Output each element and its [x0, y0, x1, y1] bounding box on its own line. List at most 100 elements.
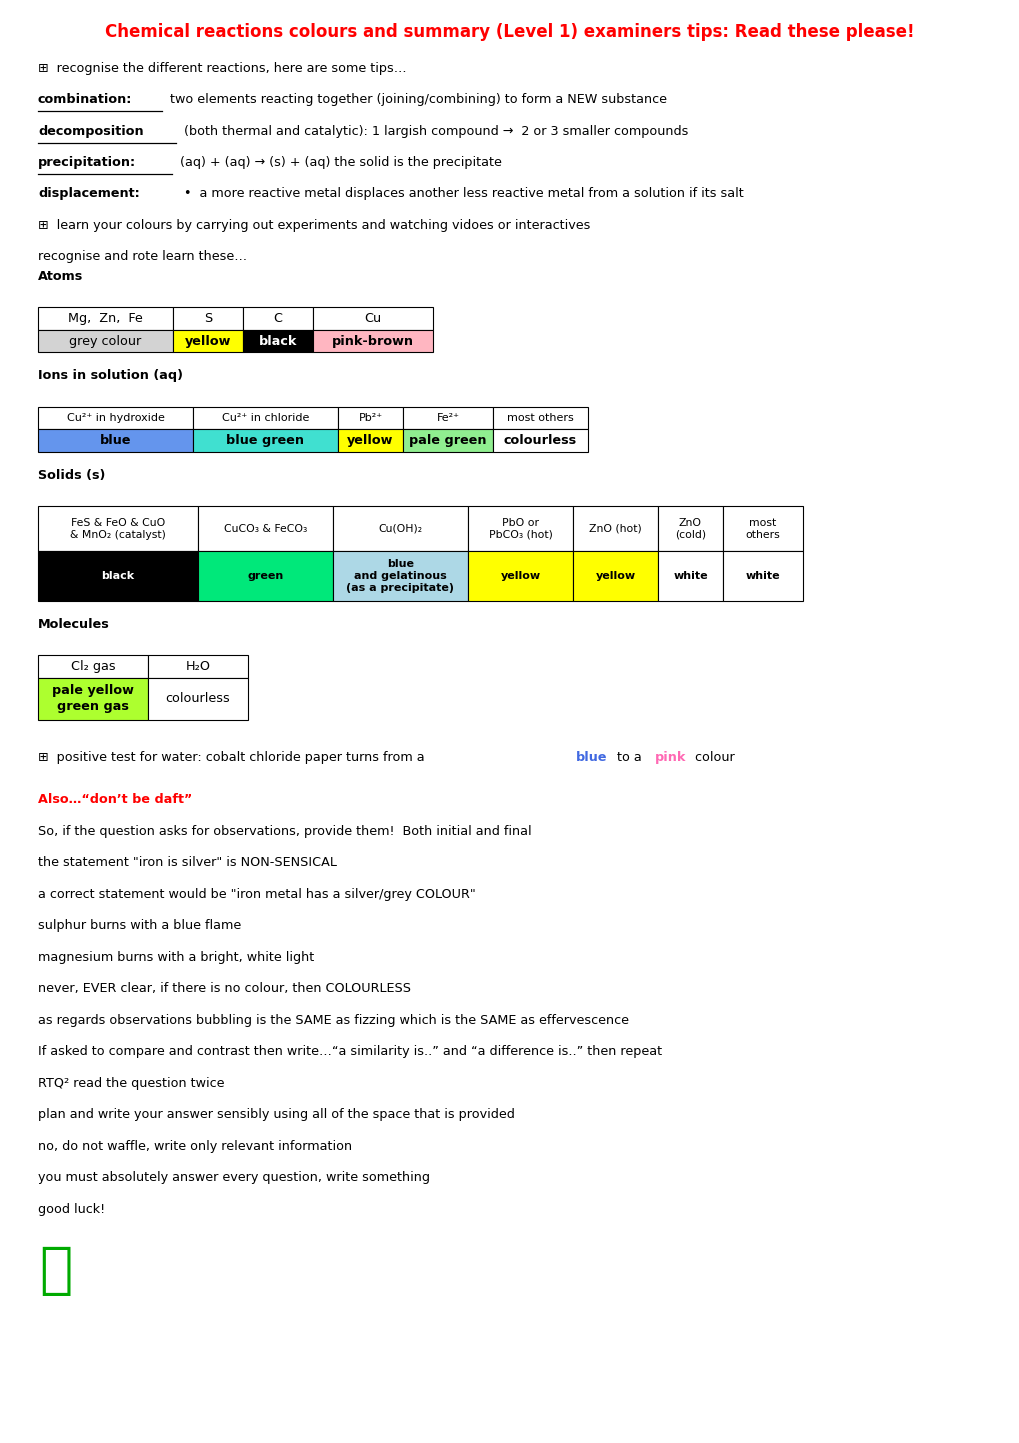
Bar	[38, 407, 193, 430]
Bar	[38, 551, 198, 600]
Bar	[38, 330, 173, 352]
Bar	[243, 330, 313, 352]
Text: Molecules: Molecules	[38, 618, 110, 631]
Bar	[193, 430, 337, 452]
Text: (both thermal and catalytic): 1 largish compound →  2 or 3 smaller compounds: (both thermal and catalytic): 1 largish …	[179, 124, 688, 137]
Text: a correct statement would be "iron metal has a silver/grey COLOUR": a correct statement would be "iron metal…	[38, 887, 475, 900]
Text: pale yellow
green gas: pale yellow green gas	[52, 684, 133, 713]
Text: H₂O: H₂O	[185, 661, 210, 674]
Text: yellow: yellow	[500, 571, 540, 582]
Bar	[337, 407, 403, 430]
Bar	[313, 307, 433, 330]
Bar	[173, 330, 243, 352]
Text: displacement:: displacement:	[38, 188, 140, 201]
Text: blue green: blue green	[226, 434, 305, 447]
Bar	[38, 506, 198, 551]
Bar	[148, 655, 248, 678]
Text: colourless: colourless	[503, 434, 577, 447]
Text: So, if the question asks for observations, provide them!  Both initial and final: So, if the question asks for observation…	[38, 825, 531, 838]
Text: Atoms: Atoms	[38, 270, 84, 283]
Text: pink-brown: pink-brown	[331, 335, 414, 348]
Bar	[573, 506, 657, 551]
Text: plan and write your answer sensibly using all of the space that is provided: plan and write your answer sensibly usin…	[38, 1108, 515, 1121]
Bar	[492, 430, 587, 452]
Text: Fe²⁺: Fe²⁺	[436, 413, 459, 423]
Bar	[38, 430, 193, 452]
Text: decomposition: decomposition	[38, 124, 144, 137]
Text: recognise and rote learn these…: recognise and rote learn these…	[38, 251, 247, 264]
Bar	[38, 655, 148, 678]
Text: ⊞  recognise the different reactions, here are some tips…: ⊞ recognise the different reactions, her…	[38, 62, 407, 75]
Text: pink: pink	[654, 752, 686, 765]
Text: yellow: yellow	[595, 571, 635, 582]
Text: Cu(OH)₂: Cu(OH)₂	[378, 524, 422, 534]
Text: (aq) + (aq) → (s) + (aq) the solid is the precipitate: (aq) + (aq) → (s) + (aq) the solid is th…	[176, 156, 501, 169]
Text: 🍀: 🍀	[40, 1244, 72, 1299]
Bar	[468, 506, 573, 551]
Text: Solids (s): Solids (s)	[38, 469, 105, 482]
Text: never, EVER clear, if there is no colour, then COLOURLESS: never, EVER clear, if there is no colour…	[38, 983, 411, 996]
Text: ZnO (hot): ZnO (hot)	[589, 524, 641, 534]
Text: blue
and gelatinous
(as a precipitate): blue and gelatinous (as a precipitate)	[346, 558, 454, 593]
Text: C: C	[273, 312, 282, 325]
Text: Cu²⁺ in chloride: Cu²⁺ in chloride	[221, 413, 309, 423]
Bar	[403, 407, 492, 430]
Text: to a: to a	[612, 752, 645, 765]
Bar	[193, 407, 337, 430]
Bar	[722, 551, 802, 600]
Bar	[337, 430, 403, 452]
Text: PbO or
PbCO₃ (hot): PbO or PbCO₃ (hot)	[488, 518, 552, 540]
Text: most
others: most others	[745, 518, 780, 540]
Text: Mg,  Zn,  Fe: Mg, Zn, Fe	[68, 312, 143, 325]
Text: If asked to compare and contrast then write…“a similarity is..” and “a differenc: If asked to compare and contrast then wr…	[38, 1046, 661, 1059]
Text: yellow: yellow	[347, 434, 393, 447]
Text: Cu: Cu	[364, 312, 381, 325]
Text: Also…“don’t be daft”: Also…“don’t be daft”	[38, 794, 193, 807]
Bar	[38, 678, 148, 720]
Text: •  a more reactive metal displaces another less reactive metal from a solution i: • a more reactive metal displaces anothe…	[179, 188, 743, 201]
Text: ZnO
(cold): ZnO (cold)	[675, 518, 705, 540]
Bar	[657, 506, 722, 551]
Text: green: green	[248, 571, 283, 582]
Text: white: white	[673, 571, 707, 582]
Text: FeS & FeO & CuO
& MnO₂ (catalyst): FeS & FeO & CuO & MnO₂ (catalyst)	[70, 518, 166, 540]
Bar	[573, 551, 657, 600]
Text: combination:: combination:	[38, 92, 132, 105]
Text: Ions in solution (aq): Ions in solution (aq)	[38, 369, 182, 382]
Text: Cu²⁺ in hydroxide: Cu²⁺ in hydroxide	[66, 413, 164, 423]
Text: pale green: pale green	[409, 434, 486, 447]
Text: as regards observations bubbling is the SAME as fizzing which is the SAME as eff: as regards observations bubbling is the …	[38, 1014, 629, 1027]
Text: black: black	[101, 571, 135, 582]
Text: black: black	[259, 335, 297, 348]
Bar	[198, 506, 332, 551]
Bar	[722, 506, 802, 551]
Text: you must absolutely answer every question, write something: you must absolutely answer every questio…	[38, 1172, 430, 1185]
Text: Pb²⁺: Pb²⁺	[358, 413, 382, 423]
Text: most others: most others	[506, 413, 574, 423]
Text: ⊞  positive test for water: cobalt chloride paper turns from a: ⊞ positive test for water: cobalt chlori…	[38, 752, 428, 765]
Text: sulphur burns with a blue flame: sulphur burns with a blue flame	[38, 919, 242, 932]
Text: magnesium burns with a bright, white light: magnesium burns with a bright, white lig…	[38, 951, 314, 964]
Text: good luck!: good luck!	[38, 1203, 105, 1216]
Bar	[243, 307, 313, 330]
Text: blue: blue	[100, 434, 131, 447]
Text: colourless: colourless	[165, 693, 230, 706]
Bar	[403, 430, 492, 452]
Text: no, do not waffle, write only relevant information: no, do not waffle, write only relevant i…	[38, 1140, 352, 1153]
Bar	[313, 330, 433, 352]
Text: colour: colour	[690, 752, 734, 765]
Bar	[198, 551, 332, 600]
Bar	[332, 551, 468, 600]
Text: white: white	[745, 571, 780, 582]
Text: yellow: yellow	[184, 335, 231, 348]
Text: Chemical reactions colours and summary (Level 1) examiners tips: Read these plea: Chemical reactions colours and summary (…	[105, 23, 914, 40]
Bar	[38, 307, 173, 330]
Text: precipitation:: precipitation:	[38, 156, 136, 169]
Text: two elements reacting together (joining/combining) to form a NEW substance: two elements reacting together (joining/…	[166, 92, 666, 105]
Text: ⊞  learn your colours by carrying out experiments and watching vidoes or interac: ⊞ learn your colours by carrying out exp…	[38, 219, 590, 232]
Text: RTQ² read the question twice: RTQ² read the question twice	[38, 1076, 224, 1089]
Bar	[492, 407, 587, 430]
Bar	[332, 506, 468, 551]
Text: Cl₂ gas: Cl₂ gas	[70, 661, 115, 674]
Text: the statement "iron is silver" is NON-SENSICAL: the statement "iron is silver" is NON-SE…	[38, 857, 336, 870]
